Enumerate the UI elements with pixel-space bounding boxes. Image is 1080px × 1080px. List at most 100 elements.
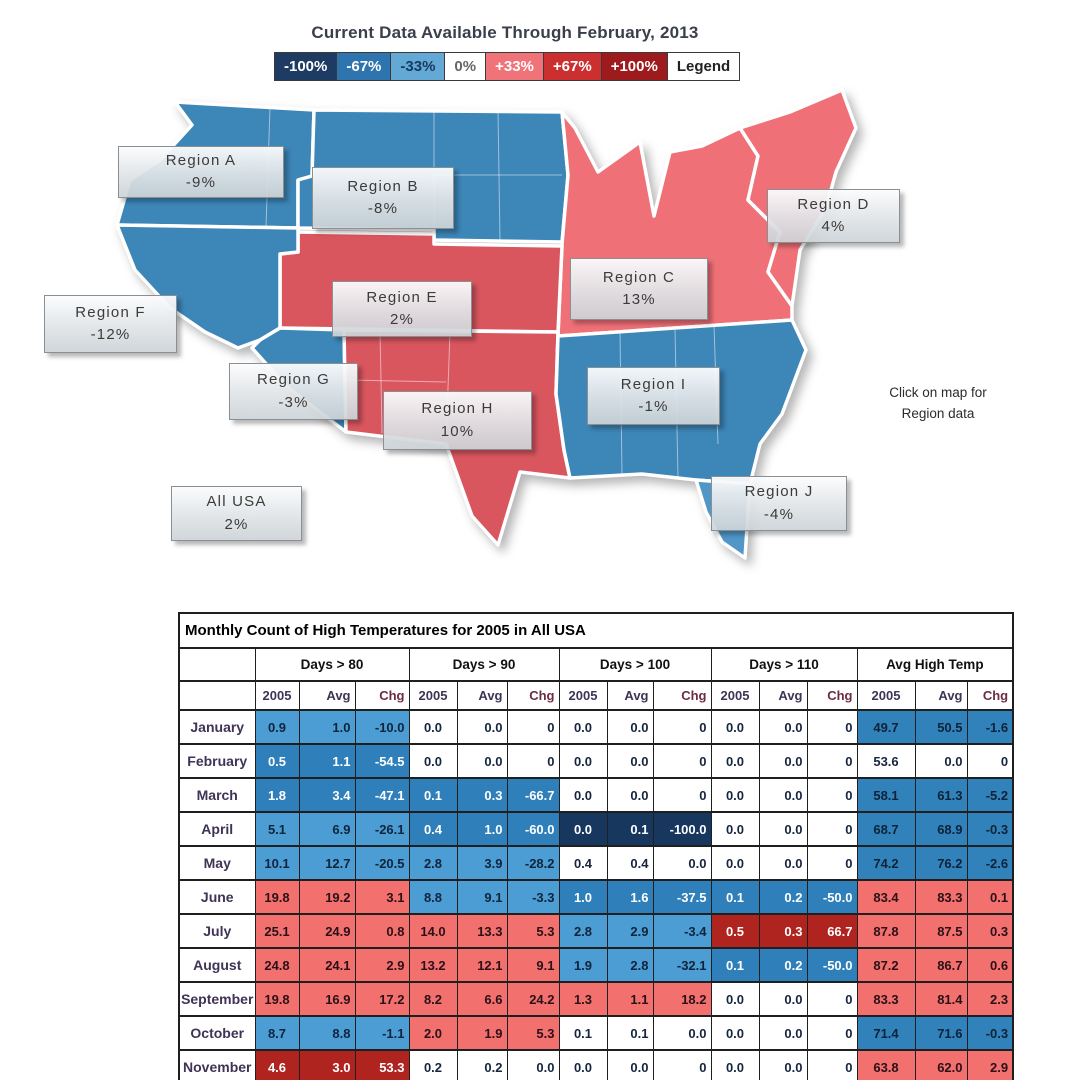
- value-cell: 0: [806, 811, 858, 847]
- group-header-3: Days > 110: [710, 647, 858, 682]
- region-h-label[interactable]: Region H 10%: [383, 391, 532, 450]
- value-cell: 83.4: [856, 879, 916, 915]
- value-cell: -0.3: [966, 1015, 1014, 1051]
- value-cell: 0.0: [558, 709, 608, 745]
- value-cell: 50.5: [914, 709, 968, 745]
- legend-swatch--33: -33%: [391, 52, 446, 81]
- value-cell: 0: [506, 709, 560, 745]
- all-usa-value: 2%: [224, 515, 249, 533]
- value-cell: 13.2: [408, 947, 458, 983]
- region-e-label[interactable]: Region E 2%: [332, 281, 472, 337]
- value-cell: 8.2: [408, 981, 458, 1017]
- table-row: October 8.7 8.8 -1.1 2.0 1.9 5.3 0.1 0.1 0.0 0.0 0.…: [178, 1015, 1014, 1051]
- value-cell: 0: [806, 743, 858, 779]
- table-title: Monthly Count of High Temperatures for 2…: [178, 612, 1014, 649]
- region-j-label[interactable]: Region J -4%: [711, 476, 847, 531]
- value-cell: 2.9: [354, 947, 410, 983]
- value-cell: 0.0: [758, 811, 808, 847]
- value-cell: 1.0: [558, 879, 608, 915]
- sub-header-0-chg: Chg: [354, 680, 410, 711]
- value-cell: 0.8: [354, 913, 410, 949]
- month-cell: September: [178, 981, 256, 1017]
- value-cell: 0.0: [758, 981, 808, 1017]
- sub-header-3-avg: Avg: [758, 680, 808, 711]
- value-cell: -50.0: [806, 947, 858, 983]
- region-i-label[interactable]: Region I -1%: [587, 367, 720, 425]
- sub-header-1-2005: 2005: [408, 680, 458, 711]
- value-cell: 1.1: [606, 981, 654, 1017]
- value-cell: 1.3: [558, 981, 608, 1017]
- region-g-name: Region G: [257, 371, 330, 388]
- legend-swatch-0: 0%: [445, 52, 487, 81]
- value-cell: 0.0: [758, 777, 808, 813]
- region-b-value: -8%: [367, 200, 399, 217]
- value-cell: 83.3: [856, 981, 916, 1017]
- value-cell: -1.1: [354, 1015, 410, 1051]
- region-g-value: -3%: [278, 393, 309, 411]
- value-cell: 0.0: [456, 743, 508, 779]
- value-cell: -50.0: [806, 879, 858, 915]
- table-row: May 10.1 12.7 -20.5 2.8 3.9 -28.2 0.4 0.4 0.0 0.0 0…: [178, 845, 1014, 881]
- value-cell: 0: [652, 777, 712, 813]
- month-cell: February: [178, 743, 256, 779]
- monthly-temps-table: Monthly Count of High Temperatures for 2…: [178, 612, 1015, 1080]
- region-c-label[interactable]: Region C 13%: [570, 258, 708, 320]
- month-cell: March: [178, 777, 256, 813]
- color-legend: -100% -67% -33% 0% +33% +67% +100% Legend: [274, 52, 741, 81]
- value-cell: 53.3: [354, 1049, 410, 1080]
- table-group-header-row: Days > 80 Days > 90 Days > 100 Days > 110 Av…: [178, 647, 1014, 682]
- value-cell: 0.3: [966, 913, 1014, 949]
- value-cell: 0.0: [606, 743, 654, 779]
- table-sub-header-row: 2005 Avg Chg 2005 Avg Chg 2005 Avg Chg 2005 Avg Chg…: [178, 680, 1014, 711]
- region-h-value: 10%: [440, 422, 475, 440]
- group-header-2: Days > 100: [558, 647, 712, 682]
- sub-header-3-2005: 2005: [710, 680, 760, 711]
- value-cell: 0.0: [758, 709, 808, 745]
- value-cell: 0.2: [408, 1049, 458, 1080]
- value-cell: 0.0: [408, 743, 458, 779]
- value-cell: 0.0: [710, 1015, 760, 1051]
- region-a-label[interactable]: Region A -9%: [118, 146, 284, 198]
- value-cell: 0.0: [710, 777, 760, 813]
- table-row: August 24.8 24.1 2.9 13.2 12.1 9.1 1.9 2.8 -32.1 0…: [178, 947, 1014, 983]
- value-cell: 61.3: [914, 777, 968, 813]
- region-g-label[interactable]: Region G -3%: [229, 363, 358, 420]
- value-cell: 86.7: [914, 947, 968, 983]
- group-header-4: Avg High Temp: [856, 647, 1014, 682]
- value-cell: -2.6: [966, 845, 1014, 881]
- value-cell: 0.4: [606, 845, 654, 881]
- legend-swatch-p67: +67%: [543, 52, 602, 81]
- region-a-value: -9%: [185, 174, 217, 191]
- value-cell: 2.8: [408, 845, 458, 881]
- value-cell: 0: [806, 981, 858, 1017]
- all-usa-label[interactable]: All USA 2%: [171, 486, 302, 541]
- value-cell: -37.5: [652, 879, 712, 915]
- region-d-label[interactable]: Region D 4%: [767, 189, 900, 243]
- value-cell: 25.1: [254, 913, 300, 949]
- month-cell: January: [178, 709, 256, 745]
- value-cell: 0: [652, 743, 712, 779]
- value-cell: 53.6: [856, 743, 916, 779]
- value-cell: 66.7: [806, 913, 858, 949]
- value-cell: 1.9: [456, 1015, 508, 1051]
- value-cell: 0.0: [606, 709, 654, 745]
- value-cell: 24.1: [298, 947, 356, 983]
- sub-header-4-chg: Chg: [966, 680, 1014, 711]
- legend-swatch--67: -67%: [337, 52, 392, 81]
- region-f-label[interactable]: Region F -12%: [44, 295, 177, 353]
- value-cell: 68.7: [856, 811, 916, 847]
- value-cell: 81.4: [914, 981, 968, 1017]
- value-cell: 0.0: [710, 709, 760, 745]
- value-cell: 68.9: [914, 811, 968, 847]
- value-cell: -1.6: [966, 709, 1014, 745]
- value-cell: -47.1: [354, 777, 410, 813]
- table-title-row: Monthly Count of High Temperatures for 2…: [178, 612, 1014, 649]
- region-b-label[interactable]: Region B -8%: [312, 167, 454, 229]
- value-cell: 5.1: [254, 811, 300, 847]
- value-cell: 0.0: [456, 709, 508, 745]
- value-cell: 17.2: [354, 981, 410, 1017]
- sub-header-1-avg: Avg: [456, 680, 508, 711]
- page-title: Current Data Available Through February,…: [311, 23, 699, 42]
- value-cell: 0.1: [966, 879, 1014, 915]
- region-i-name: Region I: [620, 375, 687, 393]
